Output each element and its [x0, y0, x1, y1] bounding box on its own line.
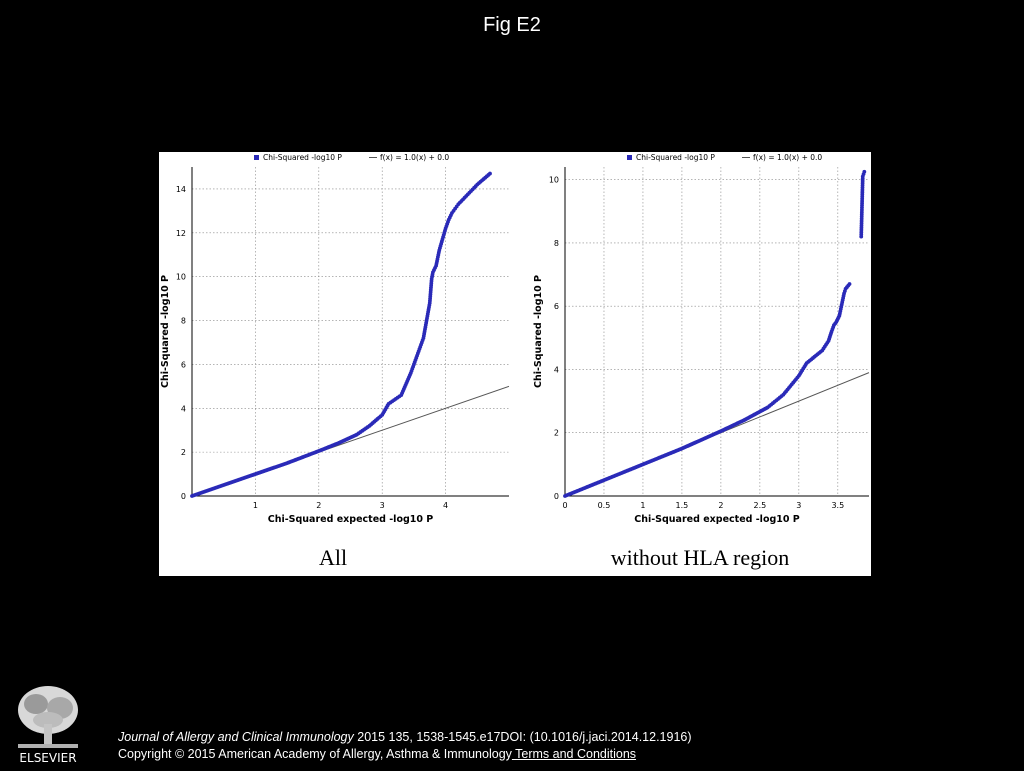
x-axis-label: Chi-Squared expected -log10 P: [268, 514, 434, 525]
elsevier-logo-text: ELSEVIER: [19, 751, 76, 765]
y-tick-label: 8: [181, 317, 186, 326]
terms-link[interactable]: Terms and Conditions: [511, 747, 637, 761]
x-tick-label: 2.5: [754, 501, 767, 510]
legend-entry-line: f(x) = 1.0(x) + 0.0: [753, 153, 822, 162]
qq-plot-without-hla: 0 2 4 6 8 10 0 0.5 1 1.5 2 2.5 3 3.5 Chi-Squared expec…: [533, 153, 870, 525]
elsevier-logo: ELSEVIER: [8, 680, 88, 766]
y-tick-label: 12: [176, 229, 186, 238]
figure-panel: 0 2 4 6 8 10 12 14 1 2 3 4 Chi-Squared expected -log…: [159, 152, 871, 576]
x-tick-label: 1.5: [676, 501, 689, 510]
legend-marker-points: [254, 155, 259, 160]
y-tick-label: 6: [554, 302, 559, 311]
legend-entry-line: f(x) = 1.0(x) + 0.0: [380, 153, 449, 162]
copyright-text: Copyright © 2015 American Academy of All…: [118, 747, 512, 761]
y-tick-label: 14: [176, 185, 186, 194]
y-tick-label: 0: [554, 492, 559, 501]
y-axis-label: Chi-Squared -log10 P: [160, 275, 171, 388]
legend-entry-points: Chi-Squared -log10 P: [263, 153, 342, 162]
y-tick-label: 6: [181, 360, 186, 369]
y-axis-label: Chi-Squared -log10 P: [533, 275, 544, 388]
x-tick-label: 2: [316, 501, 321, 510]
caption-without-hla: without HLA region: [610, 545, 790, 570]
x-tick-label: 3: [380, 501, 385, 510]
y-tick-label: 4: [181, 404, 186, 413]
citation-details: 2015 135, 1538-1545.e17DOI: (10.1016/j.j…: [353, 730, 692, 744]
legend-entry-points: Chi-Squared -log10 P: [636, 153, 715, 162]
data-point: [862, 169, 867, 174]
journal-name: Journal of Allergy and Clinical Immunolo…: [118, 730, 354, 744]
y-tick-label: 10: [549, 176, 559, 185]
x-tick-label: 4: [443, 501, 448, 510]
x-tick-label: 3.5: [831, 501, 844, 510]
x-tick-label: 1: [253, 501, 258, 510]
y-tick-label: 8: [554, 239, 559, 248]
y-tick-label: 0: [181, 492, 186, 501]
caption-all: All: [318, 545, 348, 570]
y-tick-label: 4: [554, 365, 559, 374]
x-tick-label: 0.5: [598, 501, 611, 510]
y-tick-label: 10: [176, 273, 186, 282]
legend-marker-points: [627, 155, 632, 160]
data-point: [847, 282, 852, 286]
y-tick-label: 2: [554, 429, 559, 438]
x-tick-label: 3: [796, 501, 801, 510]
x-tick-label: 0: [562, 501, 567, 510]
copyright-line: Copyright © 2015 American Academy of All…: [118, 746, 692, 763]
citation-block: Journal of Allergy and Clinical Immunolo…: [118, 729, 692, 763]
tree-icon: ELSEVIER: [8, 680, 88, 766]
data-point: [488, 171, 492, 176]
x-tick-label: 2: [718, 501, 723, 510]
slide-title: Fig E2: [483, 14, 541, 36]
y-tick-label: 2: [181, 448, 186, 457]
citation-line: Journal of Allergy and Clinical Immunolo…: [118, 729, 692, 746]
x-axis-label: Chi-Squared expected -log10 P: [634, 514, 800, 525]
x-tick-label: 1: [640, 501, 645, 510]
